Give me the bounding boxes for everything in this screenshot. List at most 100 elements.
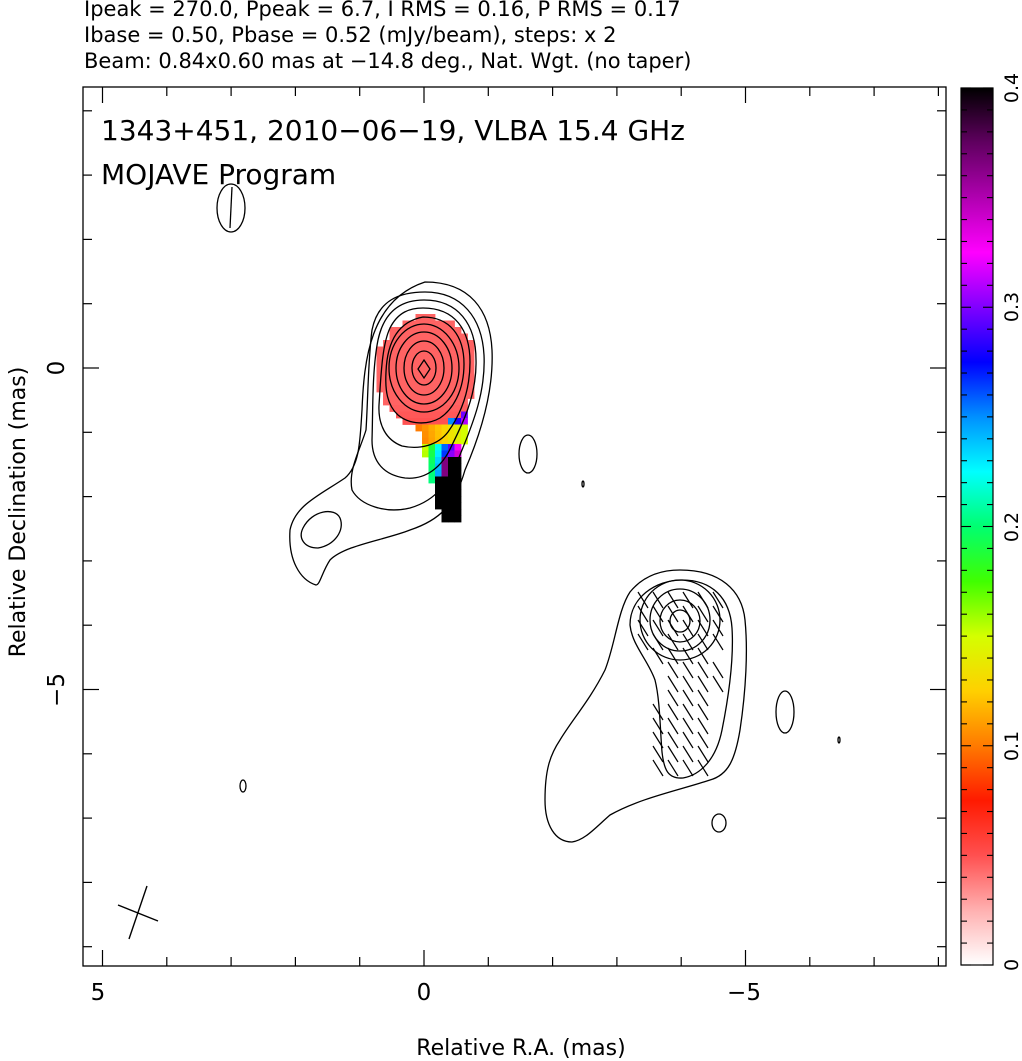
- polarization-pixel: [415, 379, 423, 386]
- polarization-pixel: [441, 476, 449, 484]
- polarization-pixel: [454, 346, 462, 354]
- polarization-pixel: [441, 327, 449, 334]
- polarization-pixel: [409, 405, 416, 412]
- polarization-pixel: [441, 489, 449, 497]
- polarization-pixel: [428, 359, 436, 367]
- beam-ellipse-axis: [229, 186, 233, 229]
- contour-8: [403, 340, 445, 396]
- evpa-vector: [697, 717, 709, 735]
- polarization-pixel: [461, 333, 468, 341]
- evpa-vector: [697, 703, 709, 721]
- evpa-vector: [667, 759, 679, 777]
- polarization-pixel: [428, 346, 436, 354]
- polarization-pixel: [422, 327, 429, 334]
- polarization-pixel: [415, 359, 423, 367]
- evpa-vector: [697, 759, 709, 777]
- polarization-pixel: [383, 353, 390, 360]
- evpa-vector: [652, 619, 664, 637]
- polarization-pixel: [402, 346, 410, 354]
- polarization-pixel: [383, 340, 390, 347]
- evpa-vector: [667, 703, 679, 721]
- polarization-pixel: [428, 320, 436, 328]
- contour-9: [411, 350, 437, 386]
- evpa-vector: [637, 591, 649, 609]
- polarization-pixel: [435, 411, 442, 419]
- polarization-pixel: [441, 496, 449, 503]
- polarization-pixel: [402, 398, 410, 406]
- evpa-vector: [637, 633, 649, 651]
- x-tick-label-neg5: −5: [727, 980, 761, 1006]
- colorbar-label-0: 0: [1001, 959, 1022, 971]
- evpa-vector: [697, 731, 709, 749]
- polarization-pixel: [422, 431, 429, 438]
- polarization-pixel: [389, 327, 397, 334]
- polarization-pixel: [441, 515, 449, 523]
- polarization-pixel: [422, 405, 429, 412]
- polarization-pixel: [422, 398, 429, 406]
- colorbar-label-0.2: 0.2: [1001, 512, 1022, 542]
- evpa-vector: [637, 619, 649, 637]
- header-line-2: Ibase = 0.50, Pbase = 0.52 (mJy/beam), s…: [84, 23, 617, 47]
- polarization-pixel: [454, 483, 462, 490]
- polarization-pixel: [428, 411, 436, 419]
- polarization-pixel: [415, 327, 423, 334]
- polarization-pixel: [454, 431, 462, 438]
- core-contours: [289, 281, 493, 586]
- evpa-vector: [637, 605, 649, 623]
- colorbar-label-0.1: 0.1: [1001, 731, 1022, 761]
- polarization-pixel: [435, 444, 442, 451]
- polarization-pixel: [461, 398, 468, 406]
- polarization-pixel: [448, 483, 455, 490]
- evpa-vector: [712, 633, 724, 651]
- polarization-pixel: [435, 457, 442, 464]
- polarization-pixel: [415, 385, 423, 393]
- polarization-pixel: [441, 392, 449, 399]
- polarization-pixel: [461, 424, 468, 432]
- polarization-pixel: [461, 346, 468, 354]
- noise-contours: [239, 434, 841, 833]
- polarization-pixel: [409, 398, 416, 406]
- polarization-pixel: [389, 340, 397, 347]
- polarization-pixel: [389, 353, 397, 360]
- polarization-pixel: [461, 418, 468, 425]
- polarization-pixel: [428, 450, 436, 458]
- polarization-pixel: [461, 353, 468, 360]
- polarization-pixel: [454, 450, 462, 458]
- polarization-pixel: [402, 418, 410, 425]
- polarization-pixel: [415, 346, 423, 354]
- evpa-vector: [652, 717, 664, 735]
- polarization-pixel: [454, 366, 462, 373]
- polarization-pixel: [435, 463, 442, 471]
- polarization-pixel: [448, 489, 455, 497]
- evpa-vector: [667, 745, 679, 763]
- x-tick-label-5: 5: [91, 980, 106, 1006]
- polarization-pixel: [448, 457, 455, 464]
- polarization-pixel: [409, 372, 416, 380]
- evpa-vector: [697, 633, 709, 651]
- polarization-pixel: [409, 320, 416, 328]
- evpa-vector: [667, 717, 679, 735]
- polarization-pixel: [454, 502, 462, 510]
- evpa-vector: [652, 605, 664, 623]
- polarization-pixel: [409, 340, 416, 347]
- polarization-pixel: [441, 353, 449, 360]
- y-tick-label-neg5: −5: [44, 673, 70, 707]
- contour-4: [378, 307, 471, 448]
- polarization-pixel: [396, 366, 403, 373]
- polarization-pixel: [435, 366, 442, 373]
- beam-ellipse: [216, 183, 246, 233]
- polarization-pixel: [428, 392, 436, 399]
- polarization-pixel: [409, 385, 416, 393]
- polarization-pixel: [467, 366, 475, 373]
- polarization-pixel: [435, 424, 442, 432]
- polarization-pixel: [454, 496, 462, 503]
- evpa-vector: [682, 633, 694, 651]
- evpa-vector: [712, 591, 724, 609]
- polarization-pixel: [409, 411, 416, 419]
- polarization-pixel: [448, 346, 455, 354]
- evpa-vector: [667, 605, 679, 623]
- polarization-pixel: [422, 437, 429, 445]
- polarization-pixel: [422, 353, 429, 360]
- evpa-vector: [667, 689, 679, 707]
- island-5: [581, 480, 585, 488]
